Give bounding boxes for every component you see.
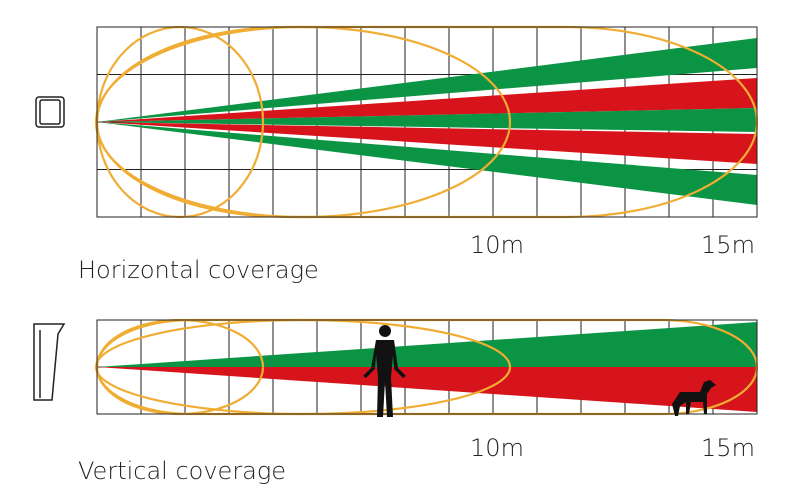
dog — [672, 380, 716, 416]
distance-label: 15m — [701, 231, 755, 259]
horizontal-panel: 10m 15m Horizontal coverage — [35, 25, 759, 284]
panel-title: Horizontal coverage — [78, 256, 319, 284]
panel-title: Vertical coverage — [78, 457, 286, 485]
distance-label: 10m — [470, 231, 524, 259]
sensor-icon — [35, 96, 65, 128]
distance-label: 10m — [470, 434, 524, 462]
frame — [96, 26, 758, 218]
person — [363, 325, 406, 417]
frame — [96, 319, 758, 415]
sensor-icon — [33, 323, 66, 401]
beam — [97, 322, 757, 367]
vertical-panel: 10m 15m Vertical coverage — [33, 318, 759, 485]
beam — [97, 367, 757, 412]
beam — [97, 108, 757, 132]
distance-label: 15m — [701, 434, 755, 462]
